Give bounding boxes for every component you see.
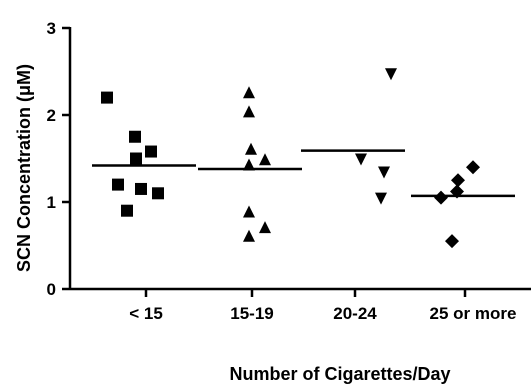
x-axis-title: Number of Cigarettes/Day (229, 364, 450, 384)
y-tick-label: 2 (47, 106, 56, 125)
data-point (355, 153, 367, 166)
y-axis-title: SCN Concentration (μM) (14, 64, 34, 272)
data-point (112, 178, 124, 191)
data-point (375, 192, 387, 205)
x-tick-label: 20-24 (333, 304, 377, 323)
x-tick-label: 25 or more (430, 304, 517, 323)
data-point (245, 142, 257, 155)
data-point (243, 105, 255, 118)
data-point (129, 130, 141, 143)
x-tick-label: 15-19 (230, 304, 273, 323)
data-point (259, 221, 271, 234)
data-point (101, 91, 113, 104)
y-tick-label: 0 (47, 280, 56, 299)
data-point (121, 204, 133, 217)
data-point (243, 229, 255, 242)
data-point (243, 205, 255, 218)
data-point (135, 182, 147, 195)
data-point (445, 234, 459, 249)
data-point (243, 158, 255, 171)
data-marks (101, 68, 480, 249)
y-ticks: 0 1 2 3 (47, 19, 70, 299)
x-tick-label: < 15 (129, 304, 163, 323)
x-ticks: < 15 15-19 20-24 25 or more (129, 289, 516, 323)
data-point (466, 160, 480, 175)
data-point (378, 166, 390, 179)
data-point (145, 145, 157, 158)
data-point (152, 187, 164, 200)
mean-lines (92, 149, 515, 198)
data-point (385, 68, 397, 81)
y-tick-label: 1 (47, 193, 56, 212)
data-point (243, 86, 255, 99)
y-tick-label: 3 (47, 19, 56, 38)
data-point (259, 153, 271, 166)
data-point (434, 190, 448, 205)
data-point (130, 152, 142, 165)
data-point (451, 173, 465, 188)
